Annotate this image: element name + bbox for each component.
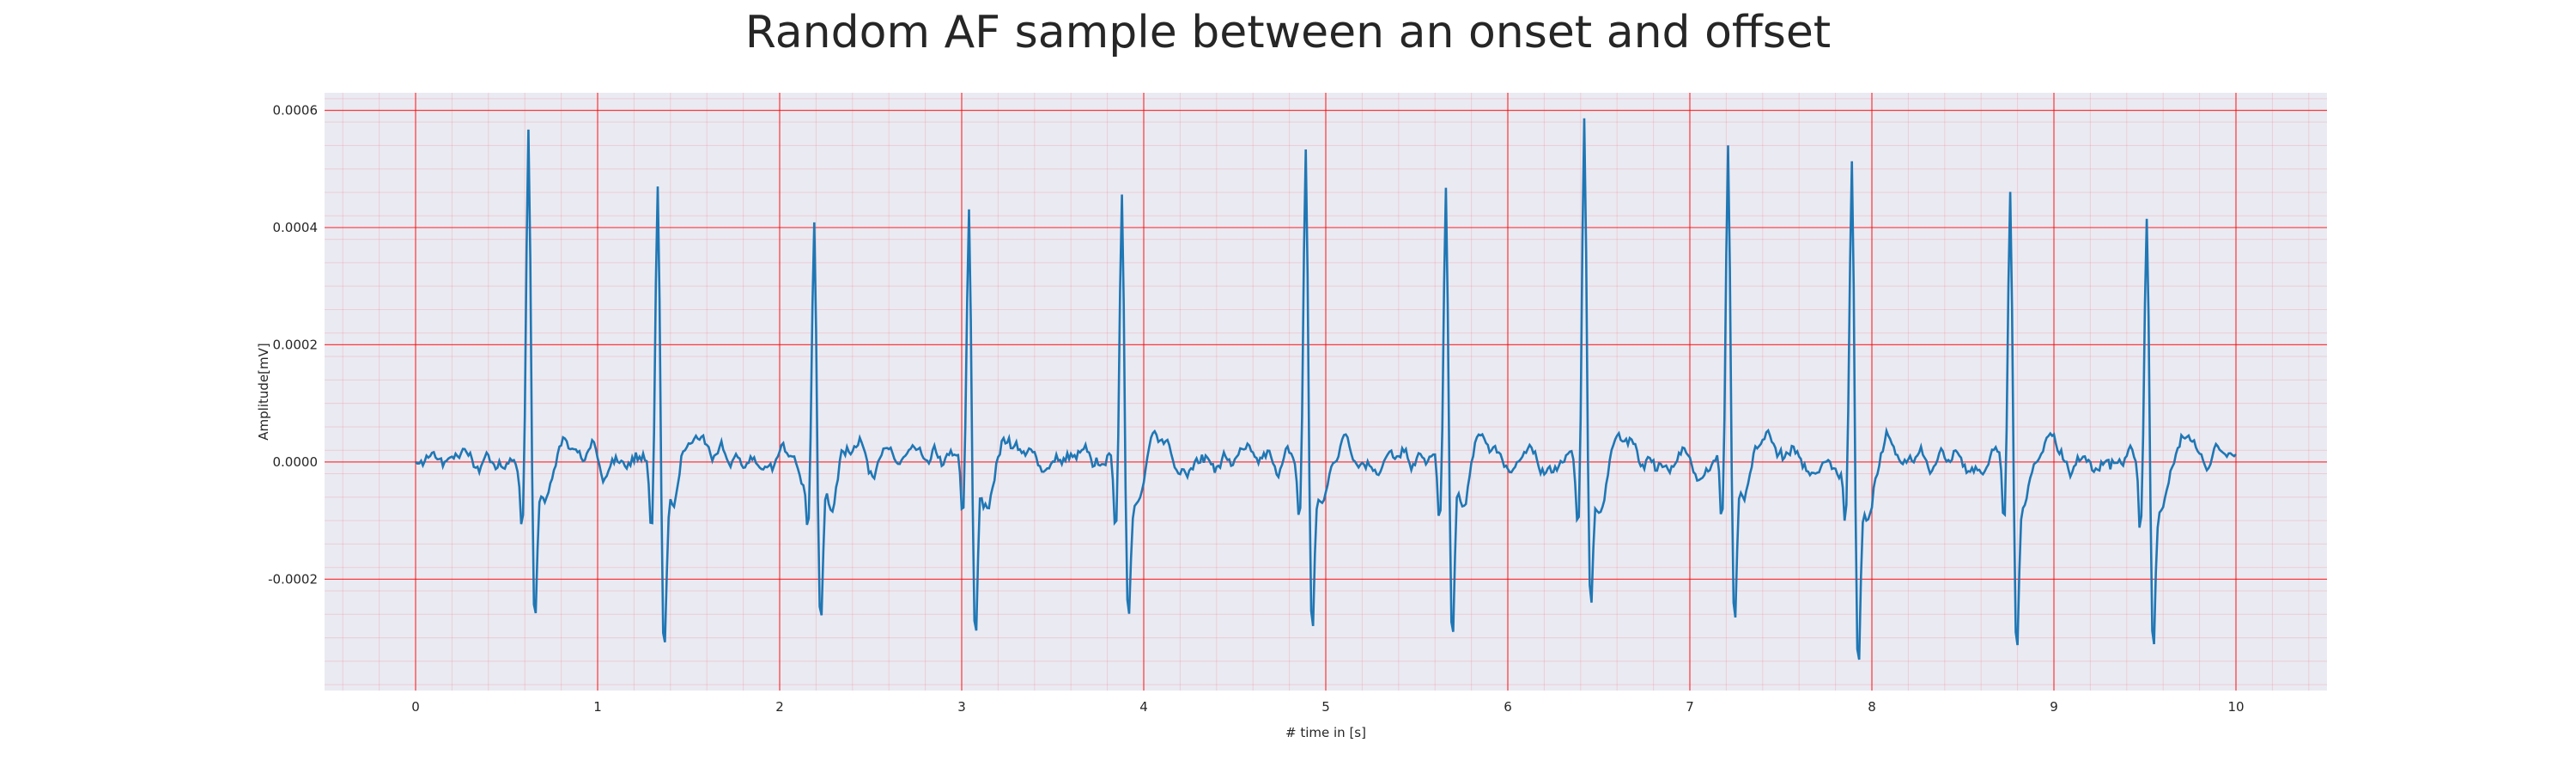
x-tick-label: 4	[1139, 699, 1148, 715]
x-tick-label: 6	[1504, 699, 1512, 715]
x-tick-label: 1	[593, 699, 602, 715]
y-axis-label: Amplitude[mV]	[256, 343, 271, 440]
x-tick-label: 8	[1868, 699, 1876, 715]
x-tick-label: 5	[1321, 699, 1330, 715]
x-tick-label: 0	[411, 699, 420, 715]
y-tick-label: 0.0002	[273, 337, 319, 352]
y-tick-label: -0.0002	[268, 571, 318, 587]
y-tick-label: 0.0006	[273, 102, 319, 118]
x-tick-label: 9	[2050, 699, 2058, 715]
x-tick-label: 3	[957, 699, 966, 715]
x-tick-label: 10	[2227, 699, 2244, 715]
ecg-series-line	[415, 118, 2237, 660]
major-grid	[325, 93, 2327, 691]
x-tick-label: 7	[1686, 699, 1694, 715]
chart-title: Random AF sample between an onset and of…	[744, 7, 1832, 58]
x-axis-label: # time in [s]	[1285, 725, 1366, 740]
y-tick-labels: -0.0002 0.0000 0.0002 0.0004 0.0006	[268, 102, 318, 587]
x-tick-label: 2	[775, 699, 784, 715]
y-tick-label: 0.0000	[273, 454, 319, 470]
x-tick-labels: 0 1 2 3 4 5 6 7 8 9 10	[411, 699, 2244, 715]
y-tick-label: 0.0004	[273, 220, 319, 235]
